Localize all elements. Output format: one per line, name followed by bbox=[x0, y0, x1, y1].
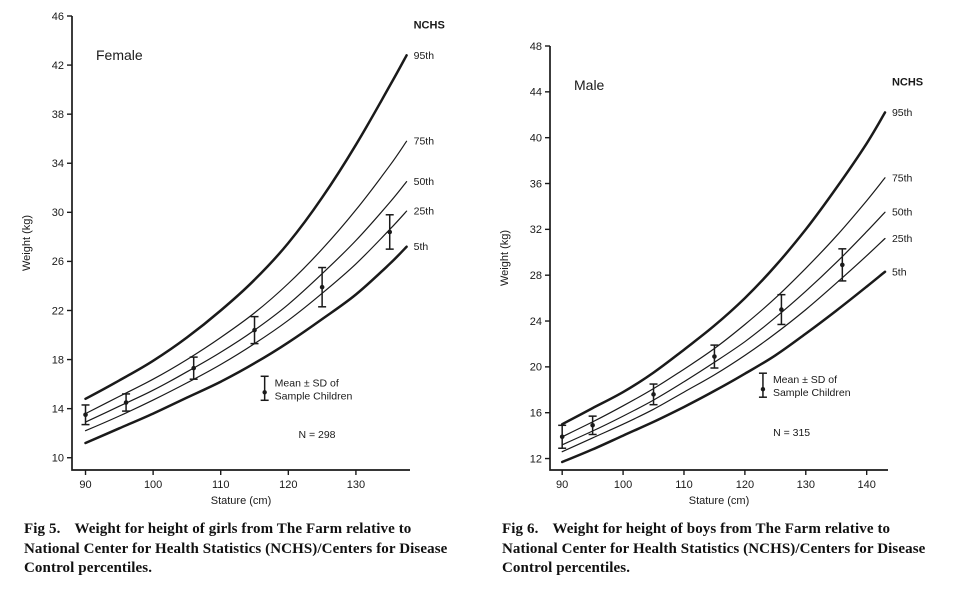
y-tick-label: 40 bbox=[530, 132, 542, 144]
y-tick-label: 36 bbox=[530, 178, 542, 190]
percentile-label: 25th bbox=[892, 233, 913, 245]
x-tick-label: 100 bbox=[614, 479, 632, 491]
percentile-label: 25th bbox=[414, 206, 435, 218]
figure-6-caption: Fig 6. Weight for height of boys from The… bbox=[494, 516, 946, 579]
percentile-label: 5th bbox=[892, 266, 907, 278]
x-tick-label: 130 bbox=[797, 479, 815, 491]
percentile-curve bbox=[84, 181, 408, 423]
x-axis-label: Stature (cm) bbox=[211, 495, 272, 507]
x-tick-label: 110 bbox=[675, 479, 693, 491]
percentile-curve bbox=[84, 54, 408, 401]
mean-point bbox=[840, 262, 845, 268]
y-tick-label: 28 bbox=[530, 270, 542, 282]
y-tick-label: 44 bbox=[530, 87, 542, 99]
percentile-curve bbox=[560, 270, 887, 464]
figure-5: 10 14 18 22 26 30 34 38 42 46 90 100 110 120 130 Statur… bbox=[16, 2, 468, 579]
sample-size-label: N = 315 bbox=[773, 427, 810, 439]
y-tick-label: 16 bbox=[530, 408, 542, 420]
mean-point bbox=[319, 284, 325, 290]
axes bbox=[549, 46, 888, 471]
y-axis-label: Weight (kg) bbox=[21, 215, 33, 271]
weight-for-height-chart-female: 10 14 18 22 26 30 34 38 42 46 90 100 110 120 130 Statur… bbox=[21, 11, 445, 507]
weight-for-height-chart-male: 12 16 20 24 28 32 36 40 44 48 90 100 110 120 130 140 Sta… bbox=[499, 41, 923, 507]
legend-glyph-dot bbox=[262, 390, 267, 395]
y-tick-label: 24 bbox=[530, 316, 542, 328]
y-tick-label: 30 bbox=[52, 207, 64, 219]
legend-line2: Sample Children bbox=[275, 390, 353, 402]
figure-6: 12 16 20 24 28 32 36 40 44 48 90 100 110 120 130 140 Sta… bbox=[494, 2, 946, 579]
y-tick-label: 10 bbox=[52, 453, 64, 465]
group-label: Male bbox=[574, 77, 605, 93]
x-tick-label: 110 bbox=[212, 479, 230, 491]
mean-point bbox=[651, 392, 656, 397]
percentile-curve bbox=[561, 211, 886, 446]
y-tick-label: 46 bbox=[52, 11, 64, 23]
y-tick-label: 42 bbox=[52, 60, 64, 72]
legend-line2: Sample Children bbox=[773, 387, 851, 399]
percentile-label: 75th bbox=[414, 136, 435, 148]
x-tick-label: 90 bbox=[556, 479, 568, 491]
mean-point bbox=[712, 354, 717, 359]
percentile-label: 50th bbox=[414, 176, 435, 188]
percentile-label: 75th bbox=[892, 172, 913, 184]
y-tick-label: 34 bbox=[52, 158, 64, 170]
percentile-label: 50th bbox=[892, 207, 913, 219]
group-label: Female bbox=[96, 47, 143, 63]
x-axis-label: Stature (cm) bbox=[689, 495, 750, 507]
figure-5-caption-text: Weight for height of girls from The Farm… bbox=[24, 521, 448, 576]
percentile-curve bbox=[84, 140, 408, 415]
y-tick-label: 22 bbox=[52, 305, 64, 317]
mean-point bbox=[191, 365, 196, 371]
x-tick-label: 90 bbox=[79, 479, 91, 491]
mean-point bbox=[590, 423, 595, 428]
nchs-label: NCHS bbox=[414, 19, 445, 31]
nchs-label: NCHS bbox=[892, 76, 923, 88]
figure-6-caption-text: Weight for height of boys from The Farm … bbox=[502, 521, 926, 576]
figure-5-caption: Fig 5. Weight for height of girls from Th… bbox=[16, 516, 468, 579]
figure-6-number: Fig 6. bbox=[502, 521, 539, 537]
percentile-curve bbox=[84, 210, 408, 432]
percentile-curve bbox=[84, 245, 408, 445]
y-tick-label: 20 bbox=[530, 362, 542, 374]
figures-row: 10 14 18 22 26 30 34 38 42 46 90 100 110 120 130 Statur… bbox=[16, 2, 946, 579]
x-tick-label: 130 bbox=[347, 479, 365, 491]
y-tick-label: 32 bbox=[530, 224, 542, 236]
y-axis-label: Weight (kg) bbox=[499, 230, 511, 286]
legend-line1: Mean ± SD of bbox=[773, 374, 837, 386]
percentile-label: 95th bbox=[414, 50, 435, 62]
x-tick-label: 120 bbox=[279, 479, 297, 491]
percentile-label: 95th bbox=[892, 107, 913, 119]
y-tick-label: 14 bbox=[52, 403, 64, 415]
mean-point bbox=[779, 307, 784, 312]
percentile-curve bbox=[561, 177, 886, 438]
legend-glyph-dot bbox=[760, 387, 766, 392]
percentile-curve bbox=[561, 237, 886, 453]
x-tick-label: 100 bbox=[144, 479, 162, 491]
percentile-label: 5th bbox=[414, 241, 429, 253]
mean-point bbox=[387, 229, 393, 235]
mean-point bbox=[83, 412, 88, 418]
figure-5-number: Fig 5. bbox=[24, 521, 61, 537]
y-tick-label: 38 bbox=[52, 109, 64, 121]
y-tick-label: 12 bbox=[530, 453, 542, 465]
percentile-curve bbox=[560, 111, 887, 426]
mean-point bbox=[252, 327, 257, 333]
y-tick-label: 26 bbox=[52, 256, 64, 268]
y-tick-label: 18 bbox=[52, 354, 64, 366]
mean-point bbox=[559, 434, 565, 440]
x-tick-label: 120 bbox=[736, 479, 754, 491]
legend-line1: Mean ± SD of bbox=[275, 377, 339, 389]
mean-point bbox=[123, 400, 129, 405]
x-tick-label: 140 bbox=[858, 479, 876, 491]
sample-size-label: N = 298 bbox=[298, 429, 335, 441]
axes bbox=[71, 16, 410, 471]
y-tick-label: 48 bbox=[530, 41, 542, 53]
